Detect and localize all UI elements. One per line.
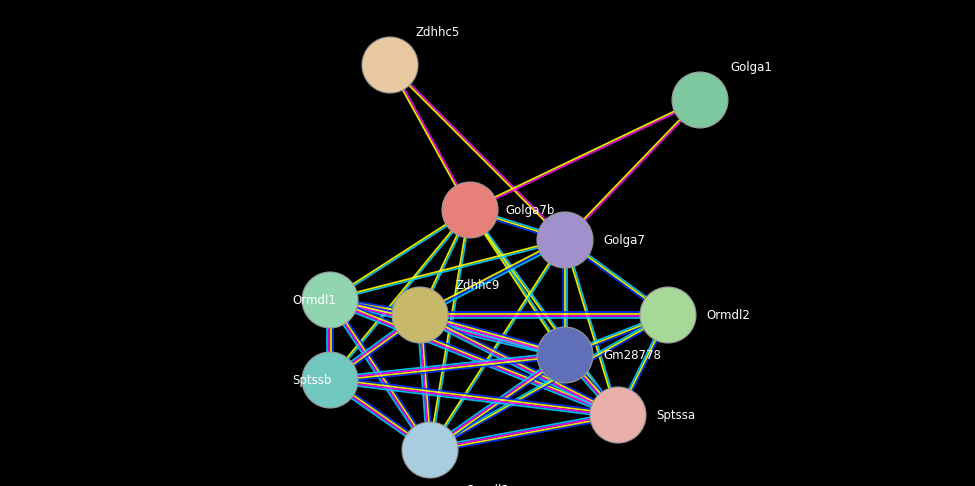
Circle shape: [672, 72, 728, 128]
Text: Sptssb: Sptssb: [292, 374, 332, 386]
Circle shape: [537, 327, 593, 383]
Circle shape: [537, 212, 593, 268]
Circle shape: [302, 272, 358, 328]
Text: Gm28778: Gm28778: [603, 348, 661, 362]
Circle shape: [362, 37, 418, 93]
Text: Golga1: Golga1: [730, 62, 772, 74]
Circle shape: [640, 287, 696, 343]
Text: Ormdl2: Ormdl2: [706, 309, 750, 322]
Circle shape: [442, 182, 498, 238]
Circle shape: [402, 422, 458, 478]
Text: Zdhhc5: Zdhhc5: [415, 27, 459, 39]
Text: Golga7b: Golga7b: [505, 204, 555, 216]
Text: Ormdl1: Ormdl1: [292, 294, 335, 307]
Text: Zdhhc9: Zdhhc9: [455, 278, 499, 292]
Text: Golga7: Golga7: [603, 233, 644, 246]
Text: Sptssa: Sptssa: [656, 409, 695, 421]
Circle shape: [302, 352, 358, 408]
Circle shape: [590, 387, 646, 443]
Circle shape: [392, 287, 448, 343]
Text: Ormdl3: Ormdl3: [465, 484, 509, 486]
